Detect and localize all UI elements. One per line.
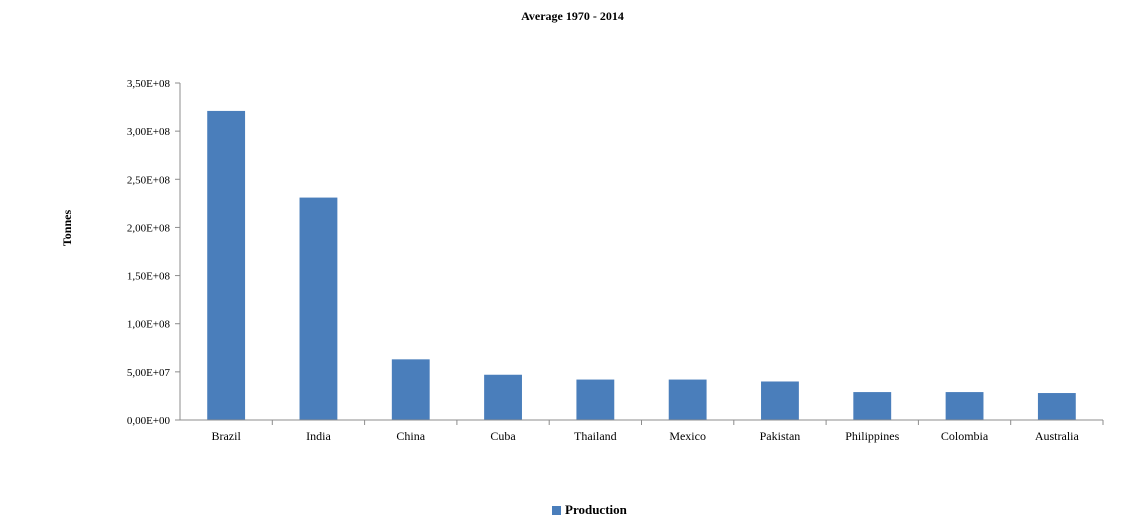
y-tick-label: 1,50E+08 bbox=[127, 271, 171, 283]
x-tick-label: Philippines bbox=[845, 429, 899, 443]
y-tick-label: 2,50E+08 bbox=[127, 174, 171, 186]
y-tick-label: 0,00E+00 bbox=[127, 415, 171, 427]
bar-india bbox=[299, 197, 338, 420]
bar-brazil bbox=[207, 110, 246, 421]
x-tick-label: Brazil bbox=[211, 429, 241, 443]
legend: Production bbox=[552, 502, 627, 518]
x-tick-label: Thailand bbox=[574, 429, 617, 443]
y-tick-label: 5,00E+07 bbox=[127, 367, 171, 379]
y-axis-title: Tonnes bbox=[60, 210, 74, 247]
x-axis-labels: Brazil India China Cuba Thailand Mexico Pakist… bbox=[211, 420, 1104, 443]
x-tick-label: China bbox=[396, 429, 425, 443]
y-axis-ticks: 0,00E+00 5,00E+07 1,00E+08 1,50E+08 2,00E+08… bbox=[127, 78, 180, 427]
y-tick-label: 2,00E+08 bbox=[127, 222, 171, 234]
bar-philippines bbox=[853, 392, 892, 420]
bar-china bbox=[391, 359, 430, 420]
y-tick-label: 3,00E+08 bbox=[127, 126, 171, 138]
bar-thailand bbox=[576, 379, 615, 420]
x-tick-label: India bbox=[306, 429, 331, 443]
bar-colombia bbox=[945, 392, 984, 420]
bar-cuba bbox=[484, 374, 522, 420]
x-tick-label: Pakistan bbox=[760, 429, 801, 443]
bars bbox=[207, 110, 1076, 421]
x-tick-label: Mexico bbox=[669, 429, 706, 443]
bar-mexico bbox=[668, 379, 707, 420]
chart-title: Average 1970 - 2014 bbox=[521, 9, 624, 23]
bar-australia bbox=[1037, 393, 1076, 420]
x-tick-label: Australia bbox=[1035, 429, 1080, 443]
x-tick-label: Cuba bbox=[490, 429, 516, 443]
legend-swatch bbox=[552, 505, 561, 515]
bar-pakistan bbox=[761, 381, 799, 420]
legend-label-production: Production bbox=[565, 502, 627, 517]
y-tick-label: 1,00E+08 bbox=[127, 319, 171, 331]
y-tick-label: 3,50E+08 bbox=[127, 78, 171, 90]
x-tick-label: Colombia bbox=[941, 429, 989, 443]
